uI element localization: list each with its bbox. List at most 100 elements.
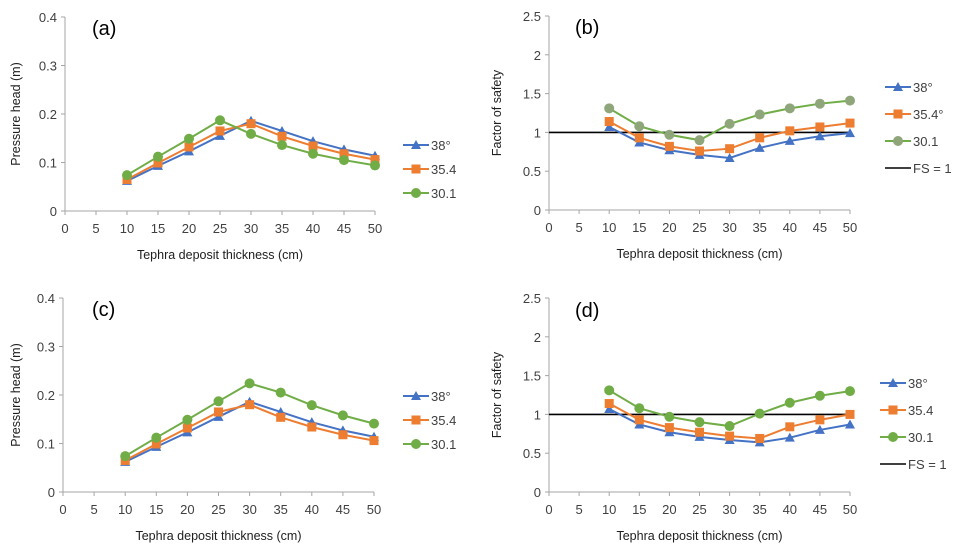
y-tick-label: 1.5 (523, 369, 541, 384)
y-tick-label: 1 (534, 407, 541, 422)
legend-label: 35.4 (431, 162, 456, 177)
data-point (308, 141, 318, 151)
series-35.4 (120, 400, 379, 465)
data-point (785, 126, 795, 136)
x-tick-label: 40 (306, 221, 320, 236)
x-axis-label: Tephra deposit thickness (cm) (616, 247, 782, 261)
x-tick-label: 20 (180, 502, 194, 517)
y-tick-label: 0 (48, 485, 55, 500)
data-point (845, 419, 855, 429)
data-point (784, 397, 795, 408)
data-point (845, 118, 855, 128)
y-tick-label: 1 (534, 125, 541, 140)
data-point (604, 103, 615, 114)
x-tick-label: 0 (59, 502, 66, 517)
data-point (755, 133, 765, 143)
data-point (845, 128, 855, 138)
y-tick-label: 0.2 (37, 388, 55, 403)
legend-marker (411, 415, 421, 425)
legend-marker (893, 109, 903, 119)
y-tick-label: 0.3 (37, 340, 55, 355)
data-point (754, 109, 765, 120)
legend: 38° 35.4 30.1 (403, 138, 456, 201)
x-tick-label: 45 (813, 220, 827, 235)
legend-item: FS = 1 (880, 457, 947, 472)
legend-label: 35.4° (913, 107, 944, 122)
x-tick-label: 0 (61, 221, 68, 236)
data-point (694, 417, 705, 428)
data-point (182, 423, 192, 433)
x-tick-label: 35 (273, 502, 287, 517)
y-tick-label: 1.5 (523, 87, 541, 102)
data-point (339, 155, 349, 166)
x-tick-label: 30 (722, 502, 736, 517)
data-point (338, 430, 348, 440)
data-point (815, 415, 825, 425)
series-35.4 (604, 399, 855, 443)
x-tick-label: 50 (368, 221, 382, 236)
x-tick-label: 5 (90, 502, 97, 517)
data-point (755, 433, 765, 443)
y-tick-label: 0.1 (37, 437, 55, 452)
data-point (754, 142, 765, 152)
data-point (246, 128, 256, 139)
data-point (845, 95, 855, 106)
x-tick-label: 10 (120, 221, 134, 236)
data-point (307, 422, 317, 432)
x-tick-label: 15 (151, 221, 165, 236)
legend-item: 38° (403, 389, 451, 404)
data-point (634, 403, 645, 414)
y-axis-label: Pressure head (m) (9, 343, 23, 447)
data-point (604, 117, 614, 127)
x-tick-label: 45 (336, 502, 350, 517)
legend-item: 30.1 (403, 437, 456, 452)
data-point (370, 160, 380, 171)
legend-label: 38° (431, 389, 451, 404)
data-point (724, 153, 735, 163)
data-point (369, 436, 379, 446)
x-tick-label: 30 (722, 220, 736, 235)
x-tick-label: 30 (244, 221, 258, 236)
legend-item: 35.4° (885, 107, 944, 122)
legend-label: 38° (431, 138, 451, 153)
legend-marker (888, 378, 898, 387)
legend-label: 35.4 (908, 403, 933, 418)
x-tick-label: 0 (545, 220, 552, 235)
data-point (276, 412, 286, 422)
y-tick-label: 0.1 (39, 156, 57, 171)
data-point (369, 418, 379, 429)
chart-panel-a: 0 0.1 0.2 0.3 0.4 0 5 10 15 20 25 30 35 40 45 50 Tephra … (9, 10, 456, 262)
y-tick-label: 0 (50, 204, 57, 219)
data-point (725, 144, 735, 154)
panel-label: (d) (575, 300, 599, 322)
data-point (184, 142, 194, 152)
x-tick-label: 0 (545, 502, 552, 517)
data-point (244, 378, 255, 389)
legend-label: 30.1 (431, 437, 456, 452)
y-axis-label: Factor of safety (490, 69, 504, 156)
data-point (337, 410, 348, 421)
data-point (275, 387, 286, 398)
legend-item: 38° (403, 138, 451, 153)
x-tick-label: 35 (752, 220, 766, 235)
x-tick-label: 45 (813, 502, 827, 517)
legend-label: 30.1 (908, 430, 933, 445)
x-tick-label: 20 (662, 220, 676, 235)
y-tick-label: 0.2 (39, 107, 57, 122)
panel-label: (c) (92, 299, 115, 321)
data-point (151, 432, 162, 443)
y-tick-label: 2 (534, 48, 541, 63)
data-point (182, 414, 193, 425)
legend-item: 35.4 (403, 413, 456, 428)
series-line (124, 382, 375, 457)
y-tick-label: 0 (534, 203, 541, 218)
data-point (306, 400, 317, 411)
x-tick-label: 15 (149, 502, 163, 517)
data-point (724, 421, 735, 432)
series-30.1 (120, 378, 379, 462)
data-point (814, 98, 825, 109)
series-line (124, 400, 375, 463)
legend-label: 38° (913, 80, 933, 95)
x-tick-label: 20 (182, 221, 196, 236)
legend-item: 30.1 (885, 134, 938, 149)
